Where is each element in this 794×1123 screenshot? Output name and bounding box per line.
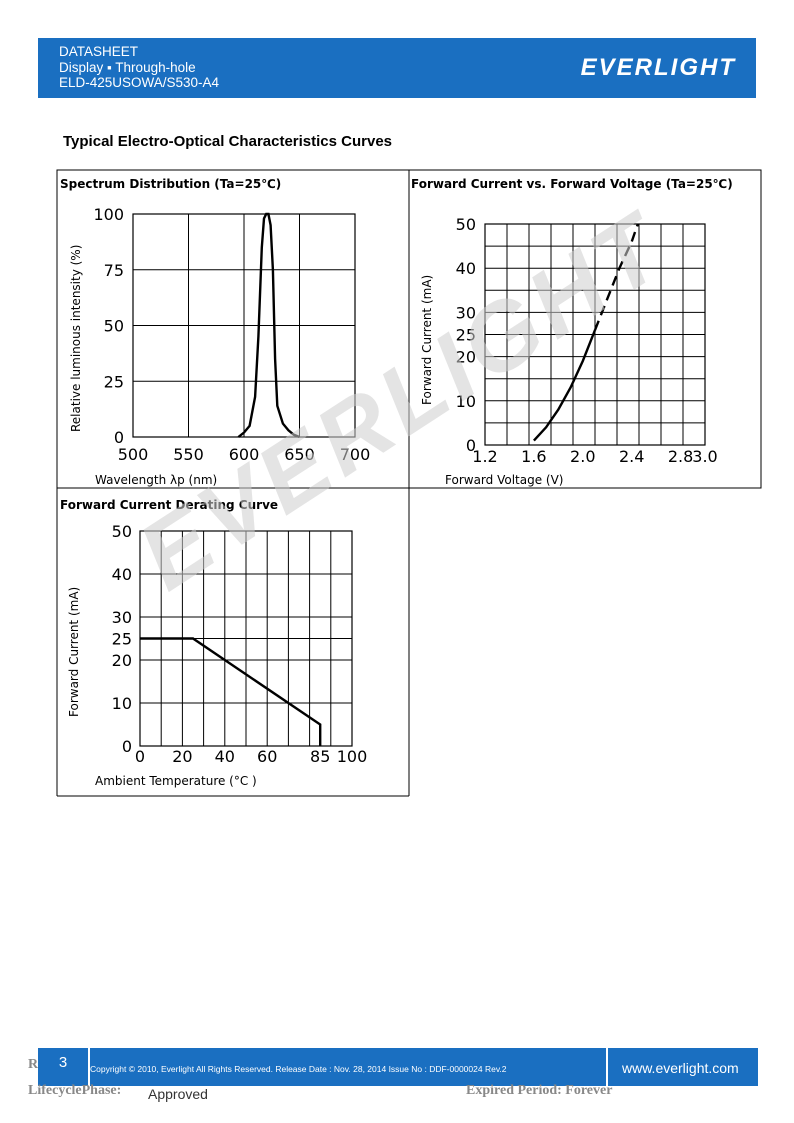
- derating-ytick: 50: [112, 522, 132, 541]
- derating-ylabel: Forward Current (mA): [67, 587, 81, 717]
- derating-plot: 0 20 40 60 85 100 0 10 20 25 30 40 50: [112, 522, 368, 766]
- footer-separator: [88, 1048, 90, 1086]
- iv-ytick: 10: [456, 392, 476, 411]
- derating-title: Forward Current Derating Curve: [60, 498, 278, 512]
- derating-xlabel: Ambient Temperature (°C ): [95, 774, 257, 788]
- spectrum-plot: 500 550 600 650 700 0 25 50 75 100: [93, 205, 370, 464]
- spectrum-xtick: 650: [284, 445, 315, 464]
- spectrum-xtick: 600: [229, 445, 260, 464]
- derating-xtick: 100: [337, 747, 368, 766]
- iv-plot: 1.2 1.6 2.0 2.4 2.83.0 0 10 20 25 30 40 50: [456, 215, 718, 466]
- derating-ytick: 30: [112, 608, 132, 627]
- iv-xlabel: Forward Voltage (V): [445, 473, 563, 487]
- iv-xtick: 1.6: [521, 447, 546, 466]
- header-doc-type: DATASHEET: [59, 44, 139, 59]
- copyright-text: Copyright © 2010, Everlight All Rights R…: [90, 1064, 507, 1074]
- page-number: 3: [38, 1048, 88, 1086]
- iv-title: Forward Current vs. Forward Voltage (Ta=…: [411, 177, 733, 191]
- lifecycle-r-fragment: R: [28, 1057, 39, 1072]
- iv-ytick: 30: [456, 303, 476, 322]
- footer-separator: [606, 1048, 608, 1086]
- iv-ytick: 0: [466, 436, 476, 455]
- website-link[interactable]: www.everlight.com: [622, 1060, 739, 1076]
- iv-xtick: 2.8: [668, 447, 693, 466]
- derating-ytick: 0: [122, 737, 132, 756]
- derating-curve: [140, 637, 322, 746]
- spectrum-ytick: 25: [104, 372, 124, 391]
- page-footer: 3 Copyright © 2010, Everlight All Rights…: [38, 1048, 758, 1086]
- iv-ylabel: Forward Current (mA): [420, 275, 434, 405]
- header-part-number: ELD-425USOWA/S530-A4: [59, 75, 220, 90]
- iv-ytick: 20: [456, 348, 476, 367]
- lifecycle-value: Approved: [148, 1086, 208, 1102]
- header-text: DATASHEET Display ▪ Through-hole ELD-425…: [59, 44, 219, 91]
- spectrum-ytick: 50: [104, 317, 124, 336]
- derating-xtick: 0: [135, 747, 145, 766]
- iv-xtick: 1.2: [472, 447, 497, 466]
- spectrum-ytick: 100: [93, 205, 124, 224]
- iv-ytick: 40: [456, 259, 476, 278]
- spectrum-curve: [237, 212, 300, 439]
- iv-curve-solid: [533, 329, 597, 442]
- everlight-logo: EVERLIGHT: [580, 54, 736, 81]
- iv-xtick: 3.0: [692, 447, 717, 466]
- spectrum-ytick: 75: [104, 261, 124, 280]
- header-category: Display ▪ Through-hole: [59, 59, 196, 75]
- spectrum-xtick: 550: [173, 445, 204, 464]
- spectrum-xlabel: Wavelength λp (nm): [95, 473, 217, 487]
- derating-xtick: 20: [172, 747, 192, 766]
- spectrum-ytick: 0: [114, 428, 124, 447]
- derating-xtick: 60: [257, 747, 277, 766]
- iv-ytick: 25: [456, 326, 476, 345]
- iv-xtick: 2.4: [619, 447, 644, 466]
- section-title: Typical Electro-Optical Characteristics …: [63, 133, 393, 150]
- spectrum-title: Spectrum Distribution (Ta=25℃): [60, 177, 281, 191]
- spectrum-ylabel: Relative luminous intensity (%): [69, 245, 83, 432]
- iv-xtick: 2.0: [570, 447, 595, 466]
- lifecycle-label: LifecyclePhase:: [28, 1083, 122, 1098]
- iv-ytick: 50: [456, 215, 476, 234]
- spectrum-xtick: 700: [340, 445, 371, 464]
- expired-period: Expired Period: Forever: [466, 1083, 613, 1098]
- spectrum-xtick: 500: [118, 445, 149, 464]
- derating-xtick: 40: [215, 747, 235, 766]
- derating-ytick: 10: [112, 694, 132, 713]
- derating-ytick: 20: [112, 651, 132, 670]
- derating-ytick: 40: [112, 565, 132, 584]
- iv-curve-dashed: [593, 223, 639, 331]
- page-header: DATASHEET Display ▪ Through-hole ELD-425…: [38, 38, 756, 98]
- derating-ytick: 25: [112, 630, 132, 649]
- derating-xtick: 85: [310, 747, 330, 766]
